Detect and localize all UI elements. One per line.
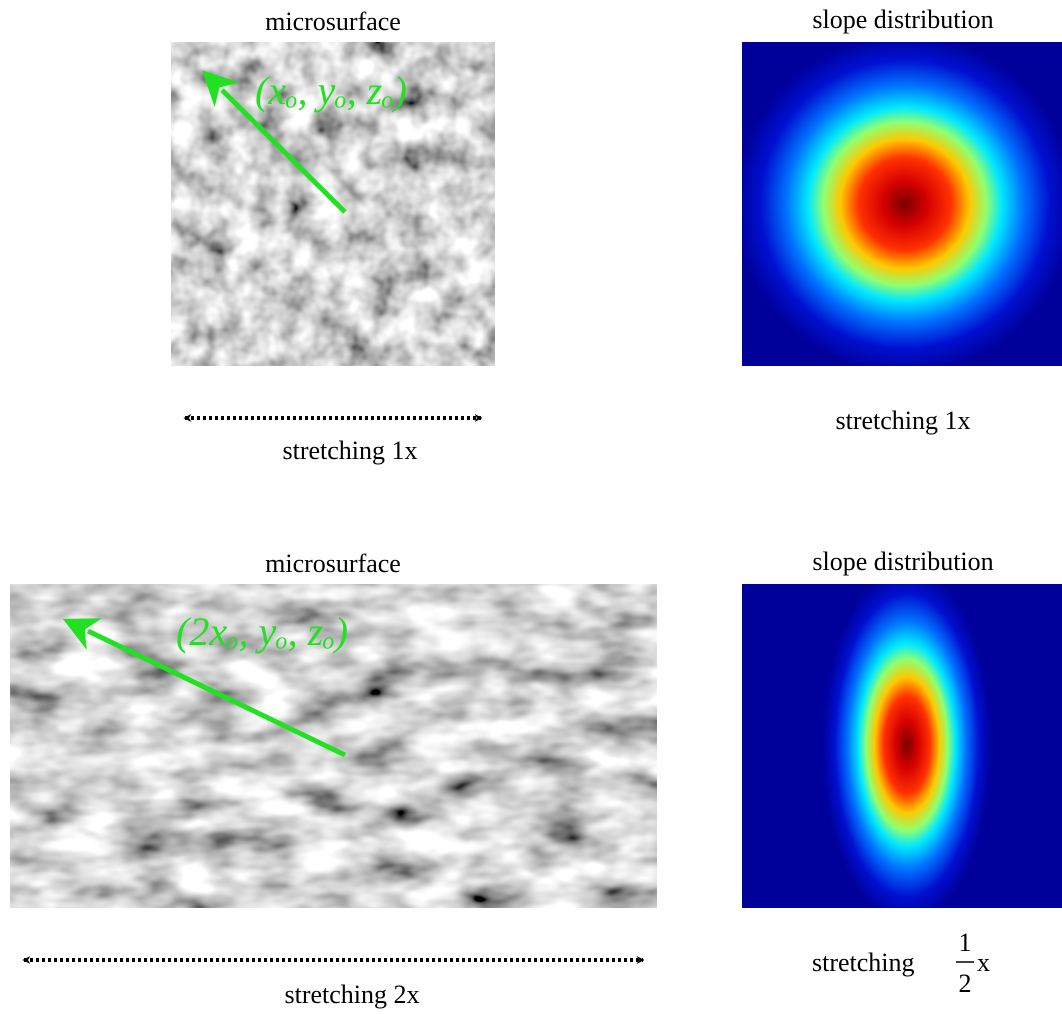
- caption: stretching 1x: [282, 436, 417, 465]
- coordinate-label: (xₒ, yₒ, zₒ): [255, 68, 407, 113]
- direction-arrow: [62, 618, 347, 758]
- microsurface-image: [10, 584, 657, 908]
- panel-title: microsurface: [265, 7, 401, 36]
- direction-arrow: [202, 70, 347, 214]
- fraction-denominator: 2: [959, 969, 972, 998]
- caption: stretching 1x: [835, 406, 970, 435]
- panel-title: slope distribution: [812, 5, 993, 34]
- coordinate-label: (2xₒ, yₒ, zₒ): [176, 609, 348, 654]
- caption-suffix: x: [977, 948, 990, 977]
- caption: stretching: [812, 948, 915, 977]
- slope-distribution-image: [742, 584, 1062, 908]
- fraction-numerator: 1: [959, 928, 972, 957]
- panel-title: microsurface: [265, 549, 401, 578]
- slope-distribution-image: [742, 42, 1062, 366]
- caption: stretching 2x: [284, 980, 419, 1009]
- panel-title: slope distribution: [812, 547, 993, 576]
